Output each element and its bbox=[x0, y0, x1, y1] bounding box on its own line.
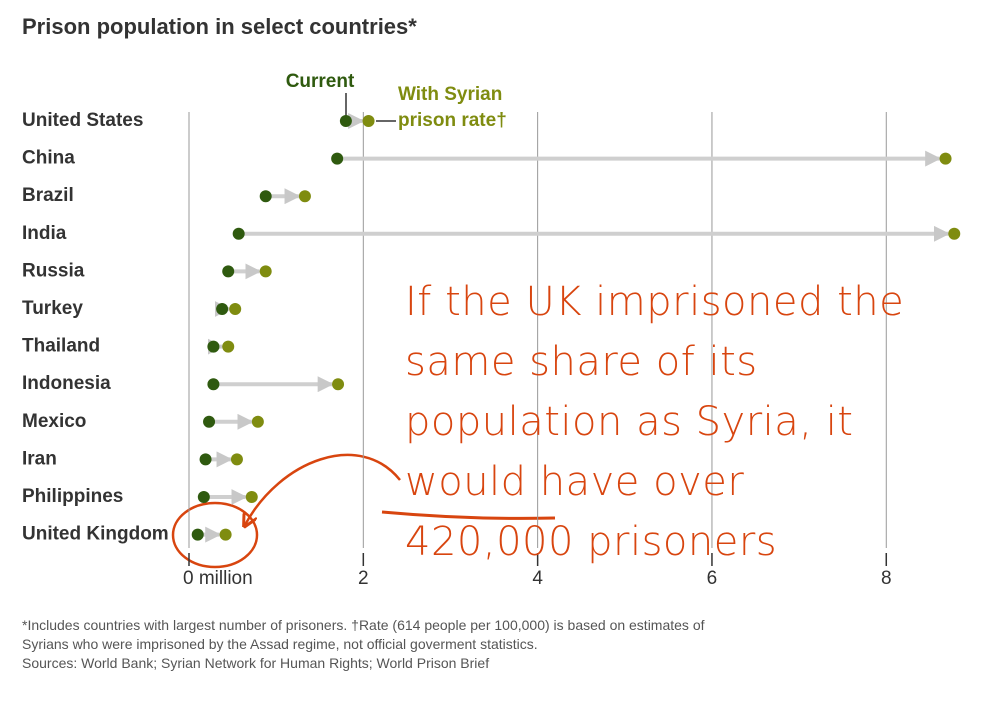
annotation: If the UK imprisoned the same share of i… bbox=[405, 279, 905, 565]
dot bbox=[339, 115, 352, 127]
x-tick-label: 6 bbox=[707, 568, 718, 589]
legend-syrian: With Syrian prison rate† bbox=[398, 84, 507, 131]
chart-title: Prison population in select countries* bbox=[22, 14, 417, 39]
category-label: India bbox=[22, 223, 67, 244]
footnote: *Includes countries with largest number … bbox=[22, 616, 722, 673]
dot bbox=[222, 265, 235, 278]
annotation-circle bbox=[171, 501, 259, 569]
dot bbox=[199, 453, 212, 466]
x-tick-label: 8 bbox=[881, 568, 892, 589]
x-tick-label: 0 million bbox=[183, 568, 253, 589]
dot bbox=[203, 415, 216, 428]
dot bbox=[197, 491, 210, 503]
footnote-text: *Includes countries with largest number … bbox=[22, 617, 705, 652]
category-label: Indonesia bbox=[22, 373, 111, 394]
category-label: Iran bbox=[22, 448, 57, 469]
dot bbox=[207, 340, 220, 353]
annotation-arrow bbox=[245, 453, 401, 525]
category-label: Brazil bbox=[22, 185, 74, 206]
dot bbox=[232, 227, 245, 240]
sources: Sources: World Bank; Syrian Network for … bbox=[22, 655, 490, 671]
dot bbox=[222, 340, 235, 353]
annotation-underline bbox=[381, 510, 556, 520]
dot bbox=[298, 190, 311, 203]
legend-current: Current bbox=[286, 71, 355, 92]
dot bbox=[331, 152, 344, 165]
category-label: Turkey bbox=[22, 298, 83, 319]
dot bbox=[948, 227, 961, 240]
dot bbox=[251, 415, 264, 428]
category-label: Russia bbox=[22, 260, 85, 281]
dot bbox=[259, 265, 272, 278]
category-label: Philippines bbox=[22, 486, 123, 507]
dot bbox=[362, 115, 375, 127]
dot bbox=[939, 152, 952, 165]
dot bbox=[259, 190, 272, 203]
dot bbox=[245, 491, 258, 503]
category-label: United States bbox=[22, 110, 143, 131]
dot bbox=[191, 528, 204, 541]
dot bbox=[216, 303, 229, 315]
category-label: Mexico bbox=[22, 411, 86, 432]
dot bbox=[229, 303, 242, 315]
category-label: China bbox=[22, 148, 75, 169]
dot bbox=[219, 528, 232, 541]
dot bbox=[207, 378, 220, 391]
dot bbox=[332, 378, 345, 391]
category-label: United Kingdom bbox=[22, 524, 169, 545]
category-label: Thailand bbox=[22, 336, 100, 357]
x-tick-label: 4 bbox=[532, 568, 543, 589]
x-tick-label: 2 bbox=[358, 568, 369, 589]
dot bbox=[230, 453, 243, 466]
